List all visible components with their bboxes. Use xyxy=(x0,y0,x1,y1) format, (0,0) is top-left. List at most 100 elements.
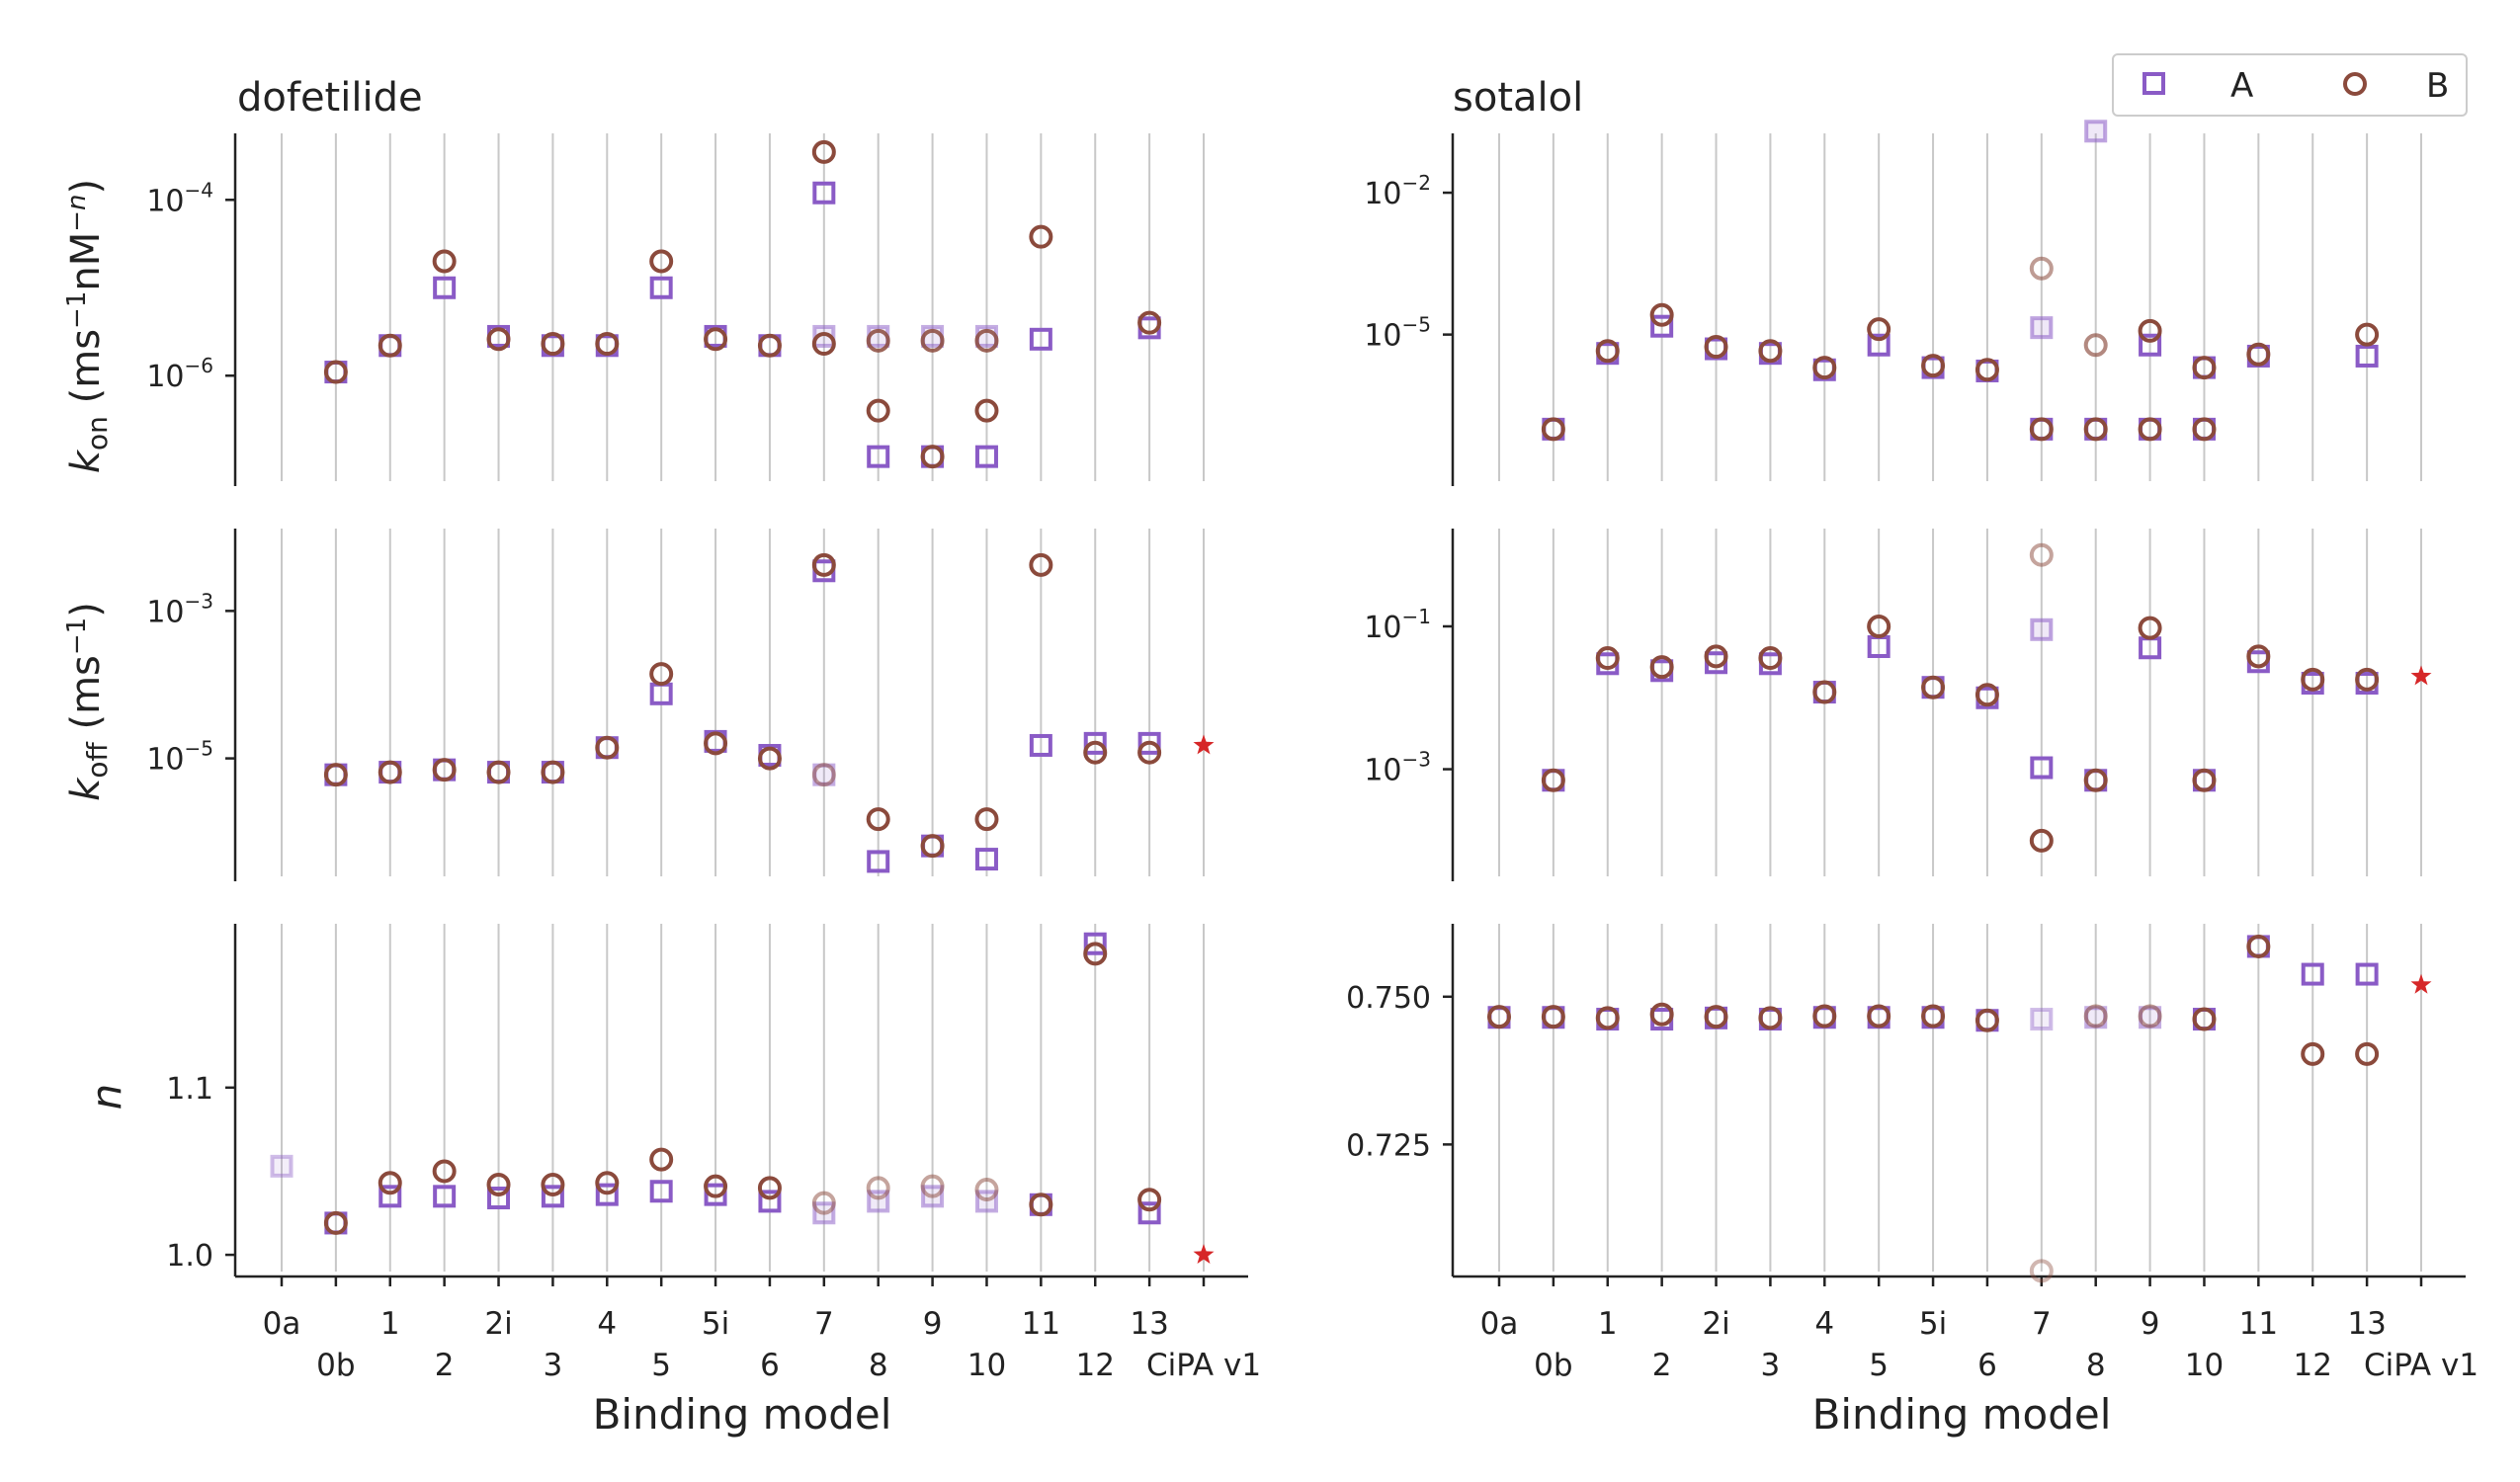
x-tick-label: 9 xyxy=(923,1306,943,1342)
point-A xyxy=(758,1190,782,1213)
point-B xyxy=(1649,1002,1674,1027)
point-A xyxy=(541,1185,564,1208)
point-A xyxy=(1029,733,1052,757)
point-B xyxy=(920,328,945,353)
point-B xyxy=(1029,552,1053,577)
point-B xyxy=(486,327,511,352)
x-tick-label: 6 xyxy=(1977,1348,1997,1383)
y-tick-label: 10−1 xyxy=(1364,605,1431,645)
point-B xyxy=(1704,1005,1728,1029)
point-B xyxy=(2355,1041,2380,1066)
legend-marker-b xyxy=(2343,72,2367,96)
x-tick-label: 9 xyxy=(2141,1306,2160,1342)
point-B xyxy=(1541,417,1565,442)
point-B xyxy=(378,760,402,784)
point-B xyxy=(378,1171,402,1195)
point-B xyxy=(2029,1259,2054,1283)
panel-dofetilide-koff: 10−3 10−5 xyxy=(146,529,1215,881)
point-B xyxy=(2138,1004,2162,1029)
x-tick-label: 13 xyxy=(1130,1306,1168,1342)
point-A xyxy=(1867,635,1890,659)
point-B xyxy=(595,735,620,760)
point-B xyxy=(1595,1006,1620,1030)
x-tick-label: 5i xyxy=(1919,1306,1947,1342)
x-tick-label: 1 xyxy=(1598,1306,1618,1342)
x-tick-label: CiPA v1 xyxy=(2364,1348,2478,1383)
point-A xyxy=(2139,636,2162,660)
x-tick-label: CiPA v1 xyxy=(1146,1348,1261,1383)
point-A xyxy=(433,276,457,299)
point-B xyxy=(974,807,999,832)
point-B xyxy=(866,807,890,832)
point-B xyxy=(1595,646,1620,671)
x-tick-label: 11 xyxy=(2239,1306,2278,1342)
point-A xyxy=(2355,344,2379,368)
x-tick-label: 12 xyxy=(2294,1348,2332,1383)
point-B xyxy=(1867,317,1891,342)
x-tick-label: 0b xyxy=(316,1348,355,1383)
kon-ylabel: kon (ms−1nM−n) xyxy=(62,179,114,473)
point-B xyxy=(1921,1004,1946,1029)
y-tick-label: 0.725 xyxy=(1346,1128,1431,1163)
x-tick-label: 1 xyxy=(380,1306,400,1342)
x-tick-label: 10 xyxy=(2185,1348,2224,1383)
y-tick-label: 10−6 xyxy=(146,354,213,394)
point-B xyxy=(1649,302,1674,327)
point-B xyxy=(974,328,999,353)
point-B xyxy=(595,1171,620,1195)
kon-ylabel-main: k xyxy=(63,449,109,473)
point-A xyxy=(704,1183,727,1206)
y-tick-label: 1.0 xyxy=(166,1239,213,1274)
point-B xyxy=(541,760,565,784)
point-B xyxy=(323,1210,348,1235)
point-B xyxy=(1083,740,1108,765)
point-A xyxy=(649,682,673,705)
point-B xyxy=(432,1159,457,1184)
point-B xyxy=(757,333,782,358)
x-tick-label: 2i xyxy=(484,1306,512,1342)
y-tick-label: 10−3 xyxy=(146,589,213,629)
xlabel-left: Binding model xyxy=(593,1390,892,1439)
koff-ylabel: koff (ms−1) xyxy=(62,602,114,801)
point-B xyxy=(2083,417,2108,442)
x-tick-label: 13 xyxy=(2347,1306,2386,1342)
point-A xyxy=(2030,1008,2054,1031)
koff-ylabel-sup: −1 xyxy=(62,618,92,655)
x-tick-label: 3 xyxy=(544,1348,563,1383)
point-B xyxy=(2138,318,2162,343)
point-B xyxy=(2301,667,2325,692)
point-B xyxy=(811,332,836,357)
panel-dofetilide-kon: 10−4 10−6 xyxy=(146,133,1205,486)
point-B xyxy=(432,758,457,782)
x-tick-label: 4 xyxy=(597,1306,617,1342)
point-B xyxy=(432,249,457,274)
point-B xyxy=(1758,646,1783,671)
legend: A B xyxy=(2112,53,2468,117)
x-tick-label: 6 xyxy=(760,1348,780,1383)
point-A xyxy=(595,1183,619,1206)
point-B xyxy=(1704,335,1728,360)
point-B xyxy=(1867,1004,1891,1029)
legend-label-a: A xyxy=(2230,66,2253,106)
x-tick-label: 4 xyxy=(1814,1306,1834,1342)
x-tick-label: 10 xyxy=(967,1348,1006,1383)
point-B xyxy=(649,249,674,274)
point-B xyxy=(1812,1004,1837,1029)
point-B xyxy=(920,1174,945,1198)
point-A xyxy=(2084,120,2108,143)
koff-ylabel-end: ) xyxy=(63,602,109,618)
point-B xyxy=(1812,680,1837,704)
point-A xyxy=(1029,327,1052,351)
kon-ylabel-sup2: −n xyxy=(62,194,92,231)
point-A xyxy=(1137,1201,1161,1225)
x-tick-label: 12 xyxy=(1076,1348,1115,1383)
point-A xyxy=(2355,962,2379,986)
point-B xyxy=(974,398,999,423)
point-B xyxy=(2246,934,2271,958)
koff-ylabel-unit: (ms xyxy=(63,655,109,742)
point-B xyxy=(704,327,728,352)
point-B xyxy=(486,760,511,784)
point-B xyxy=(541,1172,565,1196)
point-cipa xyxy=(2410,973,2432,994)
